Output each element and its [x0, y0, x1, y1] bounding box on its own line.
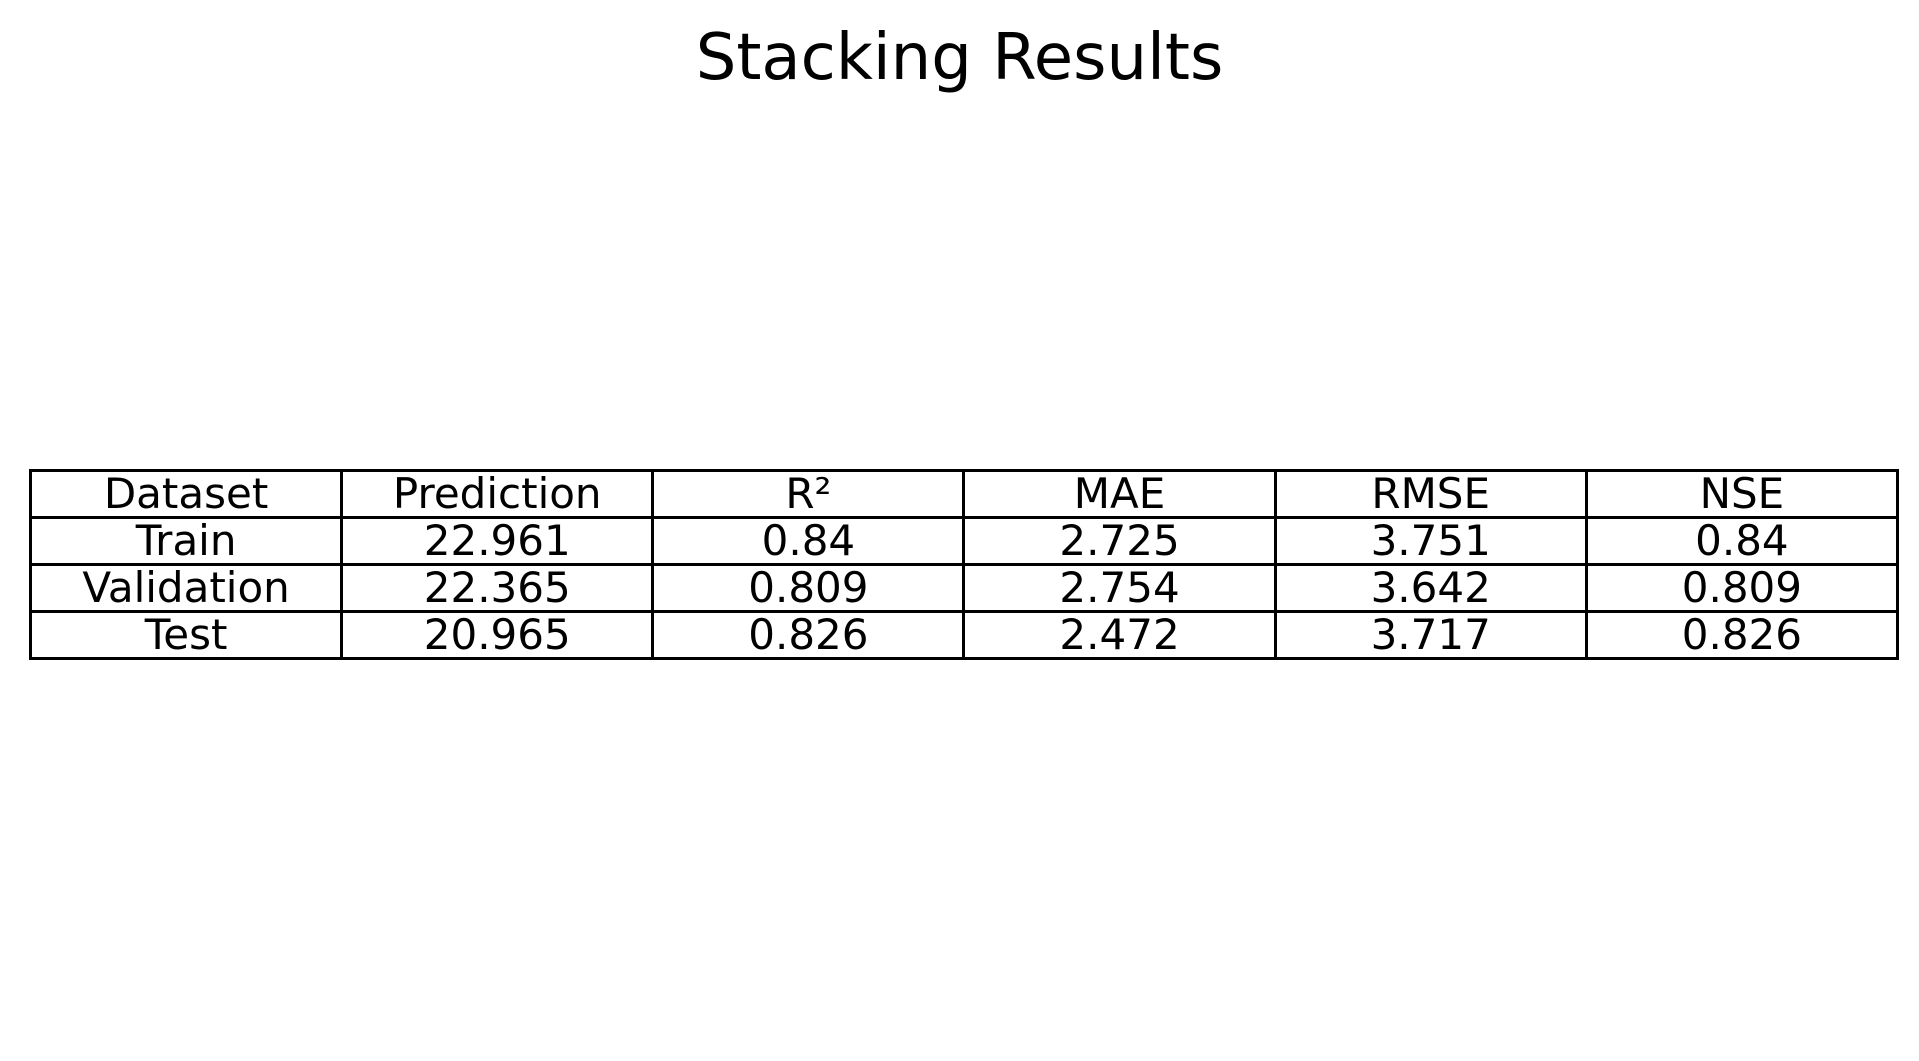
table-cell: 0.84 [1584, 516, 1900, 566]
table-cell: Validation [28, 563, 344, 613]
table-cell: 0.809 [1584, 563, 1900, 613]
header-cell-dataset: Dataset [28, 469, 344, 519]
header-cell-rmse: RMSE [1273, 469, 1588, 519]
table-cell: 0.809 [651, 563, 966, 613]
table-cell: 0.826 [651, 610, 966, 660]
header-cell-prediction: Prediction [340, 469, 655, 519]
table-cell: 2.754 [962, 563, 1277, 613]
table-row-train: Train 22.961 0.84 2.725 3.751 0.84 [28, 516, 1900, 566]
table-cell: Test [28, 610, 344, 660]
table-cell: 22.961 [340, 516, 655, 566]
results-table: Dataset Prediction R² MAE RMSE NSE Train… [28, 469, 1900, 660]
table-row-test: Test 20.965 0.826 2.472 3.717 0.826 [28, 610, 1900, 660]
table-cell: 2.725 [962, 516, 1277, 566]
table-header-row: Dataset Prediction R² MAE RMSE NSE [28, 469, 1900, 519]
table-cell: 20.965 [340, 610, 655, 660]
table-cell: 3.717 [1273, 610, 1588, 660]
table-cell: 3.642 [1273, 563, 1588, 613]
table-cell: 3.751 [1273, 516, 1588, 566]
table-cell: 0.84 [651, 516, 966, 566]
header-cell-nse: NSE [1584, 469, 1900, 519]
table-cell: 0.826 [1584, 610, 1900, 660]
header-cell-r2: R² [651, 469, 966, 519]
table-cell: 2.472 [962, 610, 1277, 660]
header-cell-mae: MAE [962, 469, 1277, 519]
table-row-validation: Validation 22.365 0.809 2.754 3.642 0.80… [28, 563, 1900, 613]
table-cell: 22.365 [340, 563, 655, 613]
table-cell: Train [28, 516, 344, 566]
chart-title: Stacking Results [695, 21, 1224, 95]
